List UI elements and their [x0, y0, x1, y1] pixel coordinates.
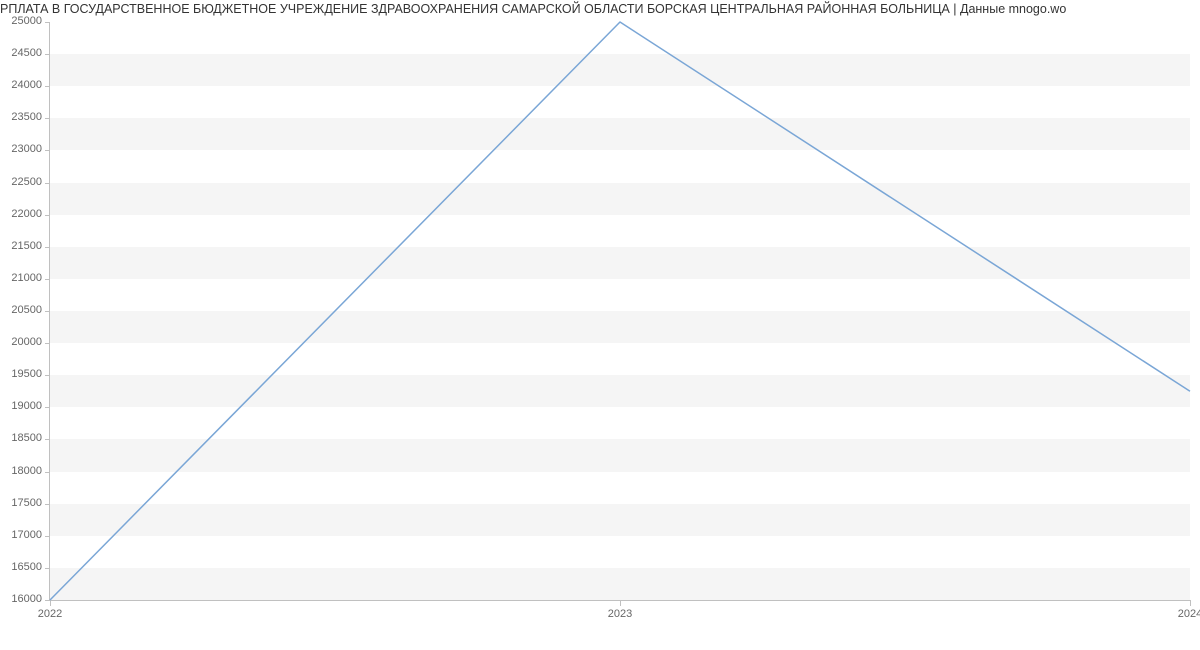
x-tick-label: 2022	[38, 608, 62, 620]
y-tick-label: 17000	[11, 529, 42, 541]
y-tick-label: 25000	[11, 15, 42, 27]
y-tick-label: 16500	[11, 561, 42, 573]
plot-area: 1600016500170001750018000185001900019500…	[50, 22, 1190, 600]
y-tick-label: 19000	[11, 400, 42, 412]
y-tick-label: 24500	[11, 47, 42, 59]
x-tick-mark	[50, 600, 51, 606]
y-tick-label: 21500	[11, 240, 42, 252]
x-tick-label: 2023	[608, 608, 632, 620]
y-tick-label: 16000	[11, 593, 42, 605]
y-tick-label: 23000	[11, 143, 42, 155]
x-tick-label: 2024	[1178, 608, 1200, 620]
y-tick-label: 20500	[11, 304, 42, 316]
y-tick-label: 17500	[11, 497, 42, 509]
y-tick-label: 20000	[11, 336, 42, 348]
salary-line-chart: РПЛАТА В ГОСУДАРСТВЕННОЕ БЮДЖЕТНОЕ УЧРЕЖ…	[0, 0, 1200, 650]
series-line-salary	[50, 22, 1190, 600]
y-tick-label: 22000	[11, 208, 42, 220]
chart-title: РПЛАТА В ГОСУДАРСТВЕННОЕ БЮДЖЕТНОЕ УЧРЕЖ…	[0, 0, 1200, 16]
x-tick-mark	[620, 600, 621, 606]
y-tick-label: 19500	[11, 368, 42, 380]
y-tick-label: 18500	[11, 432, 42, 444]
y-tick-label: 24000	[11, 79, 42, 91]
y-tick-label: 21000	[11, 272, 42, 284]
y-tick-label: 23500	[11, 111, 42, 123]
y-tick-label: 18000	[11, 465, 42, 477]
series-layer	[50, 22, 1190, 600]
y-tick-label: 22500	[11, 176, 42, 188]
x-tick-mark	[1190, 600, 1191, 606]
